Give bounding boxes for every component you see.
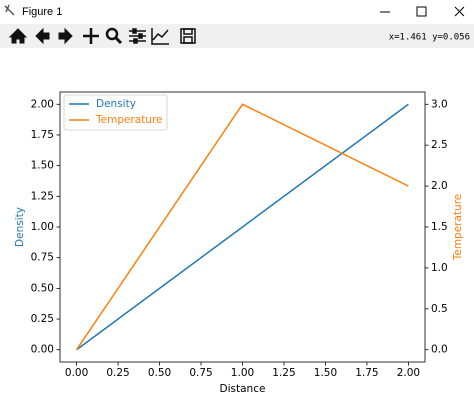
y-axis-label: Density <box>14 207 26 247</box>
chart: 0.00 0.25 0.50 0.75 1.00 1.25 1.50 1.75 2.000.00… <box>14 91 464 395</box>
y-tick-label: 1.25 <box>31 190 54 202</box>
y2-tick-label: 1.5 <box>431 221 448 233</box>
y-tick-label: 1.75 <box>31 129 54 141</box>
legend-label: Density <box>96 98 136 110</box>
cursor-coordinates: x=1.461 y=0.056 <box>389 33 470 43</box>
edit-button[interactable] <box>151 28 169 45</box>
y-tick-label: 0.75 <box>31 252 54 264</box>
home-button[interactable] <box>8 28 28 44</box>
x-axis-label: Distance <box>220 383 266 395</box>
y2-tick-label: 0.0 <box>431 344 448 356</box>
x-tick-label: 2.00 <box>397 367 420 379</box>
y-tick-label: 0.00 <box>31 344 54 356</box>
x-tick-label: 1.50 <box>314 367 337 379</box>
save-button[interactable] <box>180 28 196 44</box>
y-tick-label: 1.00 <box>31 221 54 233</box>
title-bar <box>0 0 474 23</box>
close-button[interactable] <box>454 6 465 17</box>
y2-tick-label: 2.5 <box>431 139 448 151</box>
toolbar <box>0 24 474 48</box>
legend-label: Temperature <box>95 114 163 126</box>
y2-tick-label: 3.0 <box>431 98 448 110</box>
legend-box <box>63 94 168 131</box>
x-tick-label: 0.00 <box>65 367 88 379</box>
y2-axis-label: Temperature <box>452 194 464 262</box>
app-icon <box>4 4 15 16</box>
pan-button[interactable] <box>83 28 99 44</box>
window-title: Figure 1 <box>22 6 62 18</box>
configure-button[interactable] <box>129 28 146 44</box>
y-tick-label: 1.50 <box>31 160 54 172</box>
x-tick-label: 0.25 <box>106 367 129 379</box>
y-tick-label: 0.25 <box>31 313 54 325</box>
series-line <box>76 103 409 351</box>
back-button[interactable] <box>35 27 50 45</box>
x-tick-label: 0.50 <box>148 367 171 379</box>
y-tick-label: 2.00 <box>31 98 54 110</box>
y2-tick-label: 1.0 <box>431 262 448 274</box>
x-tick-label: 1.25 <box>272 367 295 379</box>
forward-button[interactable] <box>58 27 73 45</box>
y2-tick-label: 2.0 <box>431 180 448 192</box>
zoom-button[interactable] <box>105 27 123 45</box>
y2-tick-label: 0.5 <box>431 303 448 315</box>
maximize-button[interactable] <box>416 6 427 17</box>
x-tick-label: 0.75 <box>189 367 212 379</box>
y-tick-label: 0.50 <box>31 282 54 294</box>
x-tick-label: 1.00 <box>231 367 254 379</box>
x-tick-label: 1.75 <box>355 367 378 379</box>
series-line <box>75 103 409 351</box>
